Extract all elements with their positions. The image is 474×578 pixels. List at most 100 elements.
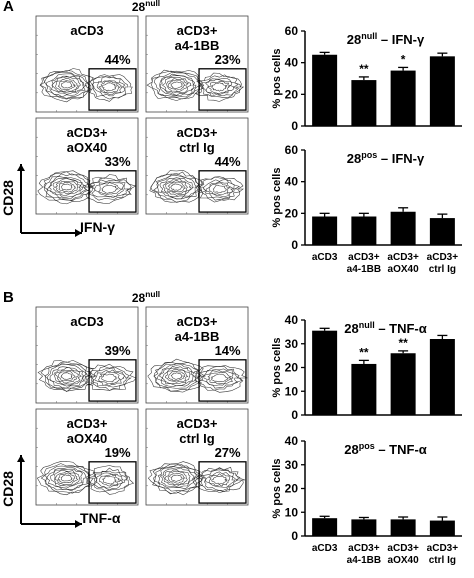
contour-line [208,473,231,487]
flow-plot-label: aCD3+ [177,23,218,38]
y-tick-label: 0 [291,529,298,543]
contour-line [156,175,197,200]
flow-plot-frame [35,15,139,113]
contour-line [162,178,192,196]
group-title-main: 28 [132,0,146,14]
contour-line [192,466,246,492]
chart-title: 28null – TNF-α [344,320,427,336]
y-axis-label: % pos cells [271,338,283,398]
contour-line [51,76,81,93]
group-title: 28null [132,289,160,305]
contour-line [40,361,94,392]
panel-letter: A [3,0,14,15]
contour-line [58,181,77,193]
contour-line [39,70,92,100]
contour-line [44,363,90,390]
contour-line [205,471,236,488]
chart-title: 28null – IFN-γ [347,31,425,47]
contour-line [54,470,79,486]
contour-line [88,177,132,201]
chart-title-rest: – TNF-α [375,321,427,336]
significance-marker: ** [359,62,369,76]
contour-line [161,367,191,384]
bar [390,211,416,245]
contour-density [37,360,137,392]
bar [312,330,338,415]
contour-line [159,467,195,488]
contour-line [210,373,228,383]
contour-line [170,183,184,191]
contour-line [58,371,77,381]
contour-line [43,171,93,202]
contour-line [207,372,232,384]
bar [429,56,455,127]
contour-line [86,465,135,495]
gate-percent: 19% [105,445,131,460]
arrow-head [75,520,82,528]
y-tick-label: 0 [291,238,298,252]
flow-plot-label: aCD3+ [177,314,218,329]
x-tick-label: aCD3+ [348,543,380,554]
x-tick-label: aCD3 [312,543,338,554]
significance-marker: ** [359,345,369,359]
contour-line [96,80,123,96]
contour-line [211,82,228,92]
contour-line [147,461,206,496]
contour-line [146,69,205,101]
contour-line [82,174,137,204]
chart-title-rest: – IFN-γ [377,151,425,166]
contour-density [36,461,135,496]
contour-line [165,369,189,383]
contour-line [201,469,238,491]
contour-line [157,466,197,490]
contour-line [153,173,200,200]
flow-plot-label: ctrl Ig [179,431,214,446]
contour-line [162,469,191,487]
y-tick-label: 20 [285,87,299,101]
contour-line [200,368,240,389]
contour-line [167,370,186,382]
contour-density [146,69,245,102]
y-tick-label: 60 [285,24,299,38]
group-title-main: 28 [132,291,146,305]
gate-percent: 44% [105,52,131,67]
contour-line [208,182,231,195]
gate-percent: 23% [215,52,241,67]
axis-label-cd28: CD28 [0,471,16,507]
contour-line [211,475,228,485]
gate-percent: 33% [105,154,131,169]
contour-line [94,369,125,386]
contour-density [37,170,137,205]
gate-percent: 14% [215,343,241,358]
contour-line [101,185,119,194]
x-tick-label: a4-1BB [347,264,381,275]
y-tick-label: 10 [285,384,299,398]
bar [312,216,338,245]
chart-title-sup: pos [359,441,375,451]
bar [390,70,416,126]
contour-line [205,79,235,96]
bar-chart: 0 10 20 30 40% pos cells 28pos – TNF-α aCD3 aCD… [271,434,462,566]
y-tick-label: 0 [291,408,298,422]
flow-plot-frame [145,306,249,404]
contour-line [167,79,186,91]
group-title-sup: null [145,0,160,8]
axis-label-marker: TNF-α [80,510,121,526]
contour-line [153,71,201,98]
contour-line [60,372,73,380]
contour-line [159,177,195,198]
arrow-head [17,455,25,462]
x-tick-label: aOX40 [388,555,420,566]
contour-line [48,177,83,198]
contour-line [36,461,96,496]
gate-box [198,359,247,402]
contour-line [98,371,121,384]
contour-line [43,173,91,201]
gate-box [88,68,137,111]
